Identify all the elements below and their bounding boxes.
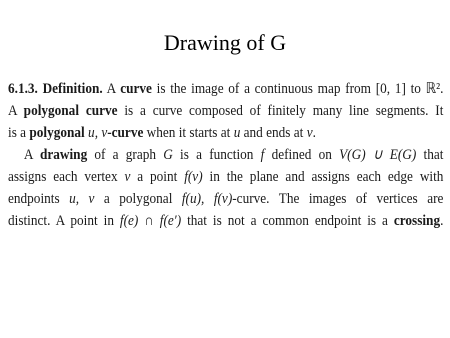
text-run: f(u), f(v) (181, 191, 233, 207)
text-run: that (416, 147, 444, 163)
text-run: endpoints (8, 191, 70, 207)
text-run: polygonal (29, 125, 85, 141)
text-run: is a curve composed of finitely many lin… (117, 103, 444, 119)
text-run: a polygonal (94, 191, 182, 207)
text-run: . (312, 125, 316, 141)
text-run: f (260, 147, 265, 163)
line: 6.1.3. Definition. A curve is the image … (8, 78, 443, 100)
text-run: crossing (393, 213, 441, 229)
text-run: that is not a common endpoint is a (181, 213, 394, 229)
text-run: assigns each vertex (8, 169, 125, 185)
text-run: is a function (172, 147, 261, 163)
line: A polygonal curve is a curve composed of… (8, 100, 443, 122)
text-run: drawing (39, 147, 88, 163)
text-run: -curve. The images of vertices are (232, 191, 444, 207)
line: endpoints u, v a polygonal f(u), f(v)-cu… (8, 188, 443, 210)
text-run: f(v) (184, 169, 203, 185)
line: A drawing of a graph G is a function f d… (8, 144, 443, 166)
line: assigns each vertex v a point f(v) in th… (8, 166, 443, 188)
text-run: . (440, 213, 444, 229)
text-run: G (163, 147, 173, 163)
text-run: u (233, 125, 241, 141)
text-run: A (23, 147, 40, 163)
text-run: -curve (107, 125, 144, 141)
text-run: A (8, 103, 24, 119)
definition: 6.1.3. Definition. A curve is the image … (8, 78, 443, 232)
text-run: and ends at (240, 125, 307, 141)
text-run: is a (8, 125, 30, 141)
text-run: 6.1.3. Definition. (8, 81, 103, 97)
text-run: polygonal curve (23, 103, 118, 119)
text-run: v (124, 169, 131, 185)
text-run: f(e) ∩ f(e′) (119, 213, 182, 229)
text-run: is the image of a continuous map from [0… (151, 81, 444, 97)
text-run: of a graph (87, 147, 164, 163)
text-run: V(G) ∪ E(G) (339, 147, 417, 163)
slide-title: Drawing of G (163, 30, 287, 55)
text-run: a point (130, 169, 185, 185)
text-run: u, v (69, 191, 95, 207)
text-run: in the plane and assigns each edge with (202, 169, 444, 185)
text-run: defined on (264, 147, 340, 163)
text-run: u, v (88, 125, 108, 141)
text-run: curve (120, 81, 152, 97)
line: distinct. A point in f(e) ∩ f(e′) that i… (8, 210, 443, 232)
text-run: when it starts at (143, 125, 234, 141)
text-run: distinct. A point in (8, 213, 120, 229)
line: is a polygonal u, v-curve when it starts… (8, 122, 443, 144)
text-run: A (102, 81, 121, 97)
text-run: v (306, 125, 313, 141)
